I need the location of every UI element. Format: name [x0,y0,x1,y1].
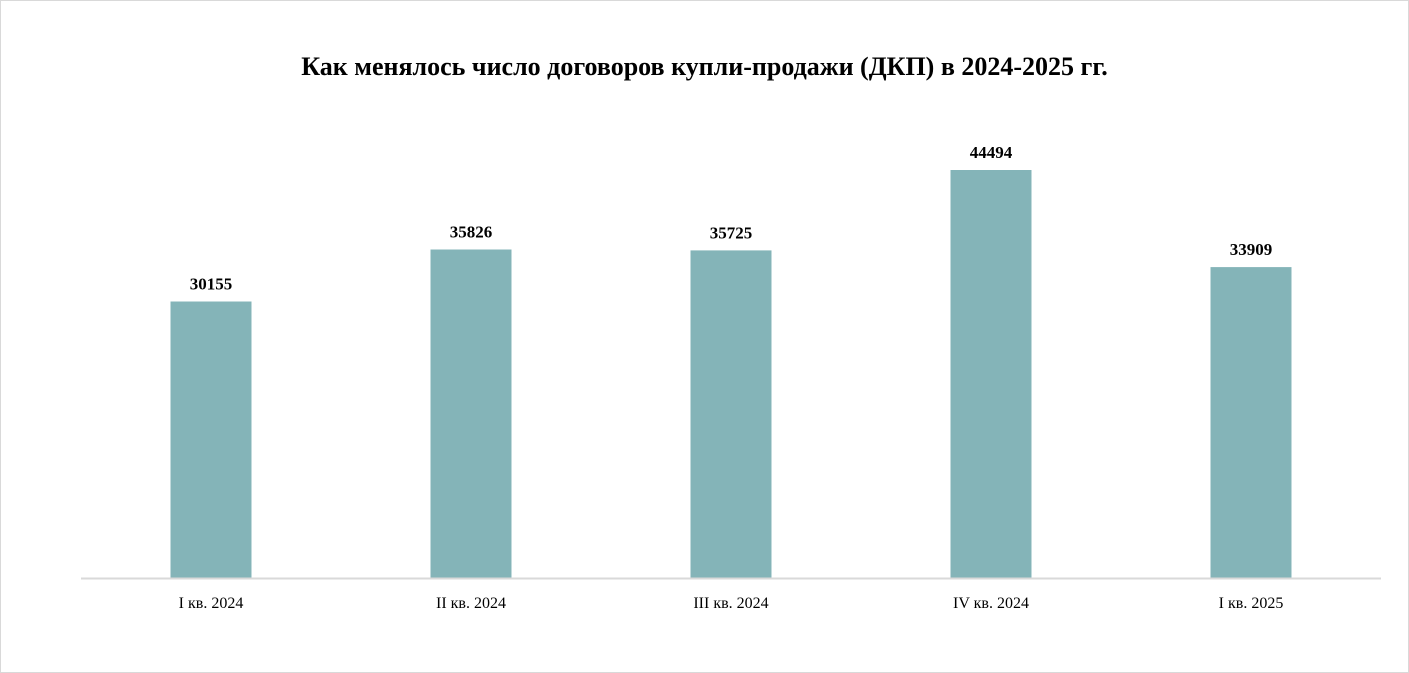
data-labels-layer: 30155 35826 35725 44494 33909 [190,143,1273,294]
x-tick-label-4: IV кв. 2024 [953,595,1029,612]
bar-5 [1210,267,1292,578]
bar-2 [430,249,512,578]
data-label-4: 44494 [970,143,1013,162]
data-label-3: 35725 [710,223,753,242]
data-label-2: 35826 [450,223,493,242]
bar-4 [950,170,1032,578]
bar-1 [170,301,252,578]
x-tick-label-2: II кв. 2024 [436,595,506,612]
bar-3 [690,250,772,578]
data-label-1: 30155 [190,275,233,294]
data-label-5: 33909 [1230,240,1273,259]
x-tick-labels-layer: I кв. 2024 II кв. 2024 III кв. 2024 IV кв. … [179,595,1284,612]
x-tick-label-5: I кв. 2025 [1219,595,1284,612]
x-tick-label-1: I кв. 2024 [179,595,244,612]
x-tick-label-3: III кв. 2024 [693,595,768,612]
bars-layer [170,170,1292,578]
chart-title: Как менялось число договоров купли-прода… [301,52,1108,81]
